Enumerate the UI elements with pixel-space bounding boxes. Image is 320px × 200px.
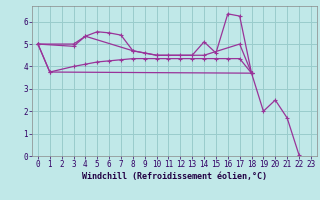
X-axis label: Windchill (Refroidissement éolien,°C): Windchill (Refroidissement éolien,°C) <box>82 172 267 181</box>
